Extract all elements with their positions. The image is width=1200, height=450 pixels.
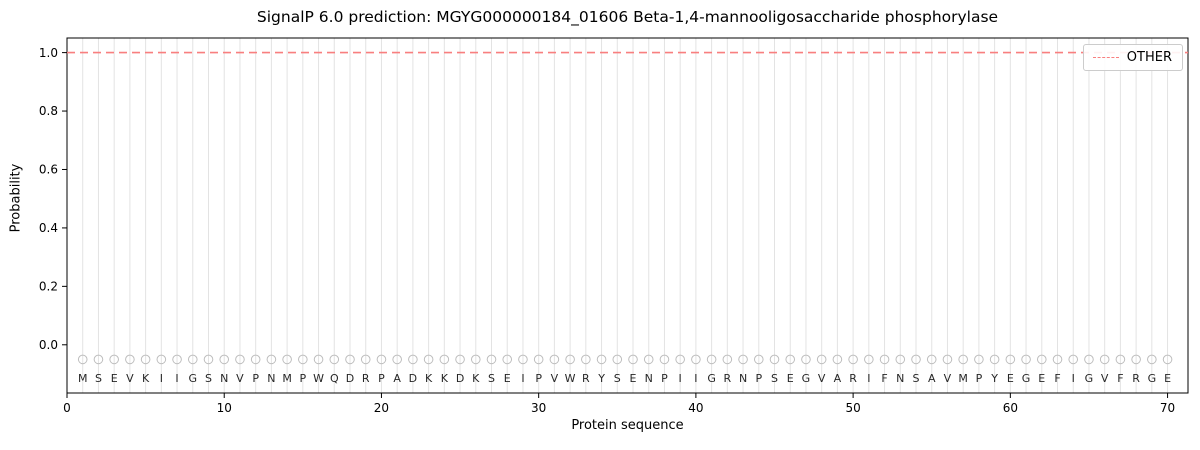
svg-text:E: E (630, 372, 637, 385)
svg-text:G: G (802, 372, 811, 385)
svg-text:I: I (867, 372, 870, 385)
svg-text:F: F (881, 372, 887, 385)
legend-label: OTHER (1126, 50, 1172, 65)
svg-text:F: F (1117, 372, 1123, 385)
svg-text:E: E (1038, 372, 1045, 385)
svg-text:D: D (346, 372, 354, 385)
svg-text:P: P (661, 372, 668, 385)
svg-text:R: R (724, 372, 732, 385)
svg-text:P: P (976, 372, 983, 385)
svg-text:V: V (236, 372, 244, 385)
legend: OTHER (1082, 44, 1183, 71)
chart-title: SignalP 6.0 prediction: MGYG000000184_01… (256, 8, 999, 26)
svg-text:I: I (175, 372, 178, 385)
svg-text:Y: Y (597, 372, 605, 385)
svg-text:I: I (679, 372, 682, 385)
svg-text:0.0: 0.0 (39, 338, 58, 352)
svg-text:I: I (160, 372, 163, 385)
svg-text:W: W (313, 372, 324, 385)
svg-text:N: N (896, 372, 904, 385)
svg-text:G: G (1148, 372, 1157, 385)
svg-text:R: R (582, 372, 590, 385)
svg-text:R: R (362, 372, 370, 385)
svg-text:E: E (787, 372, 794, 385)
svg-text:0.6: 0.6 (39, 163, 58, 177)
svg-text:W: W (565, 372, 576, 385)
svg-text:I: I (1072, 372, 1075, 385)
svg-text:N: N (645, 372, 653, 385)
x-axis-label: Protein sequence (571, 418, 684, 433)
svg-text:A: A (393, 372, 401, 385)
svg-text:M: M (78, 372, 88, 385)
svg-text:50: 50 (845, 401, 860, 415)
svg-text:G: G (1085, 372, 1094, 385)
svg-text:A: A (928, 372, 936, 385)
svg-text:V: V (818, 372, 826, 385)
svg-text:Q: Q (330, 372, 339, 385)
svg-text:F: F (1054, 372, 1060, 385)
svg-text:30: 30 (531, 401, 546, 415)
svg-text:P: P (252, 372, 259, 385)
svg-text:N: N (220, 372, 228, 385)
svg-text:M: M (282, 372, 292, 385)
svg-text:I: I (694, 372, 697, 385)
y-axis-ticks: 0.0 0.2 0.4 0.6 0.8 1.0 (39, 46, 67, 352)
svg-text:E: E (504, 372, 511, 385)
svg-text:K: K (142, 372, 150, 385)
svg-text:E: E (1164, 372, 1171, 385)
svg-text:1.0: 1.0 (39, 46, 58, 60)
svg-text:P: P (378, 372, 385, 385)
svg-text:K: K (425, 372, 433, 385)
svg-text:K: K (441, 372, 449, 385)
svg-text:0.4: 0.4 (39, 221, 58, 235)
dashed-line-legend-swatch (1092, 57, 1119, 58)
svg-text:P: P (300, 372, 307, 385)
svg-text:V: V (1101, 372, 1109, 385)
svg-text:S: S (205, 372, 212, 385)
svg-text:S: S (488, 372, 495, 385)
svg-text:40: 40 (688, 401, 703, 415)
svg-text:R: R (1132, 372, 1140, 385)
svg-text:S: S (95, 372, 102, 385)
svg-text:G: G (707, 372, 716, 385)
svg-text:V: V (944, 372, 952, 385)
svg-text:0.2: 0.2 (39, 280, 58, 294)
x-axis-ticks: 0 10 20 30 40 50 60 70 (63, 393, 1175, 415)
svg-text:0: 0 (63, 401, 71, 415)
svg-text:K: K (472, 372, 480, 385)
svg-text:G: G (1022, 372, 1031, 385)
svg-text:S: S (913, 372, 920, 385)
plot-border (66, 37, 1189, 394)
svg-text:S: S (771, 372, 778, 385)
svg-text:P: P (535, 372, 542, 385)
svg-text:A: A (834, 372, 842, 385)
svg-text:I: I (521, 372, 524, 385)
svg-text:60: 60 (1003, 401, 1018, 415)
svg-text:N: N (739, 372, 747, 385)
svg-text:V: V (126, 372, 134, 385)
svg-text:V: V (551, 372, 559, 385)
gridlines (82, 38, 1169, 393)
svg-text:E: E (111, 372, 118, 385)
svg-text:N: N (267, 372, 275, 385)
svg-text:P: P (755, 372, 762, 385)
svg-text:E: E (1007, 372, 1014, 385)
svg-text:D: D (456, 372, 464, 385)
svg-text:M: M (958, 372, 968, 385)
svg-text:20: 20 (374, 401, 389, 415)
svg-text:0.8: 0.8 (39, 104, 58, 118)
svg-text:G: G (189, 372, 198, 385)
svg-text:R: R (849, 372, 857, 385)
svg-text:10: 10 (217, 401, 232, 415)
svg-text:S: S (614, 372, 621, 385)
svg-text:70: 70 (1160, 401, 1175, 415)
residue-markers (77, 354, 1173, 365)
svg-text:D: D (409, 372, 417, 385)
svg-text:Y: Y (990, 372, 998, 385)
